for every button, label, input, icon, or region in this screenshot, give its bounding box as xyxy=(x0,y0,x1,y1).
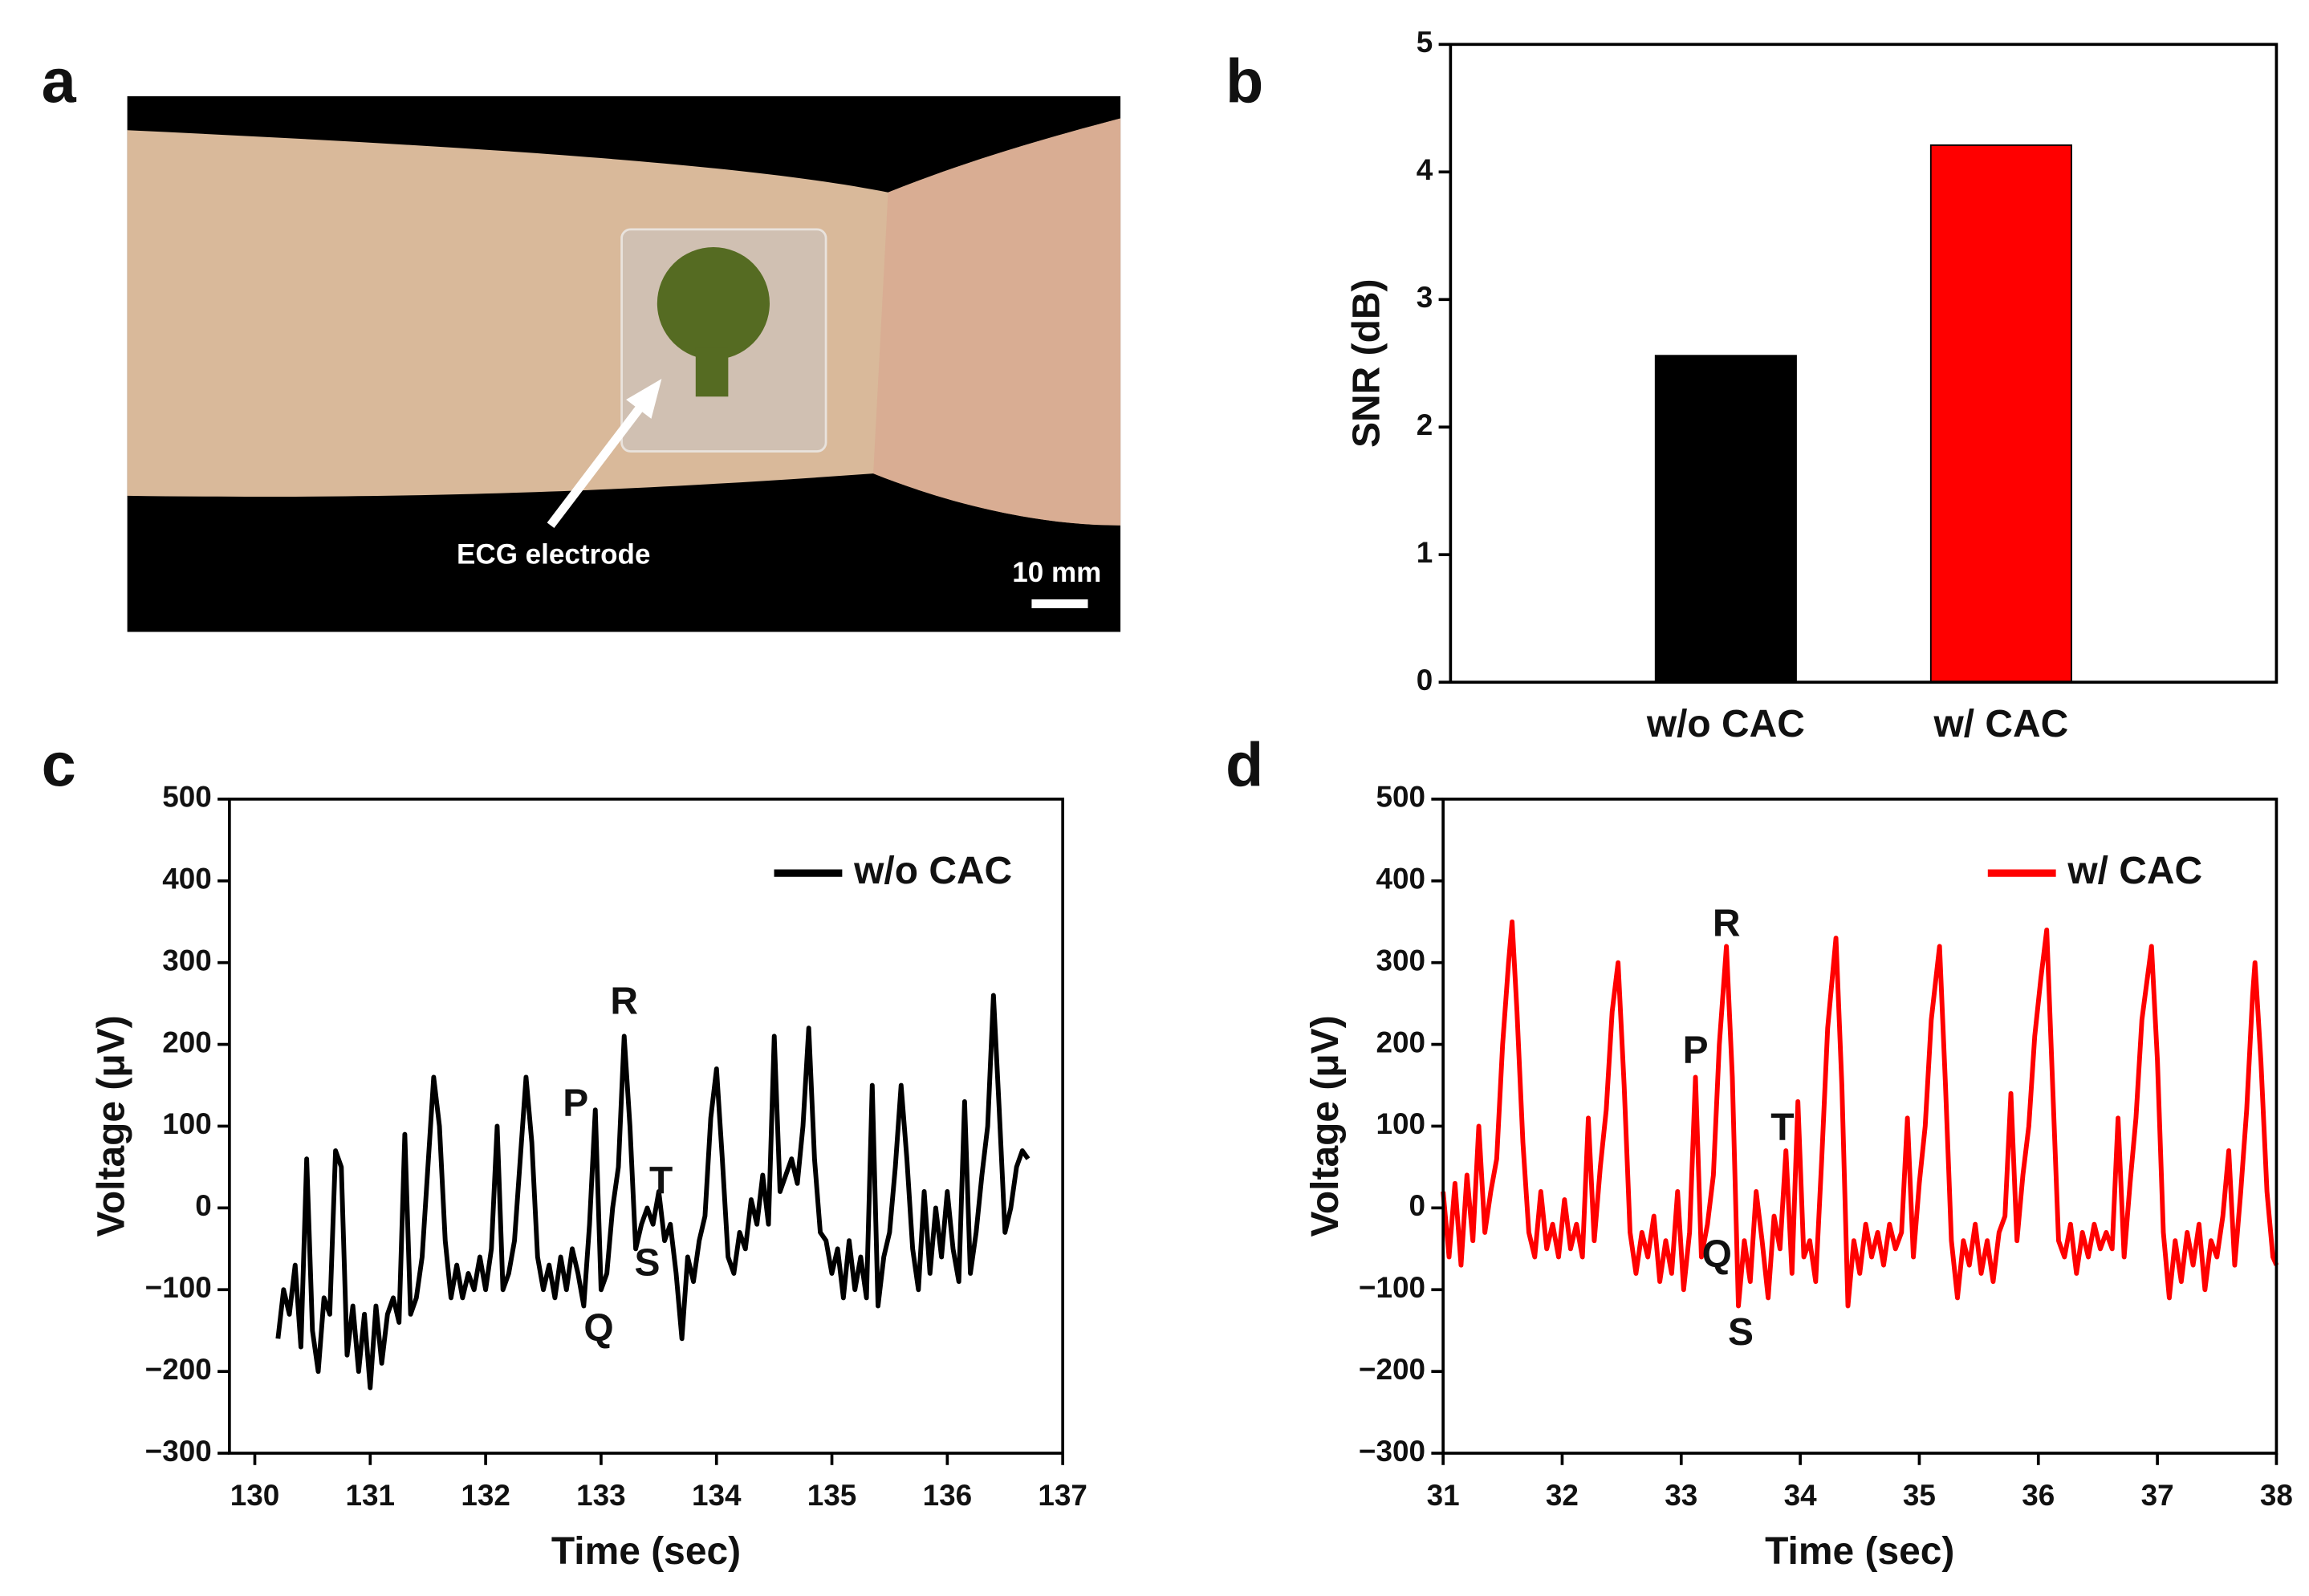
x-tick-label: 131 xyxy=(346,1479,396,1512)
y-tick-label: 400 xyxy=(162,863,212,895)
y-tick-label: 200 xyxy=(162,1025,212,1058)
scale-bar-label: 10 mm xyxy=(1012,557,1101,588)
y-tick-label: 100 xyxy=(162,1107,212,1140)
plot-frame xyxy=(1441,798,2279,1455)
y-tick-label: 300 xyxy=(162,944,212,977)
annotation: Q xyxy=(583,1307,613,1350)
annotation: T xyxy=(649,1159,673,1202)
y-tick-label: −100 xyxy=(145,1271,212,1304)
y-tick-label: 400 xyxy=(1376,863,1425,895)
annotation: ECG electrode xyxy=(457,539,650,571)
line-series xyxy=(1441,919,2279,1309)
x-tick-label: 134 xyxy=(692,1479,742,1512)
scale-bar xyxy=(1031,599,1088,608)
x-axis-label: Time (sec) xyxy=(1765,1530,1954,1573)
panel-label: b xyxy=(1226,47,1263,116)
chart: c −300 −200 −100 0 100 200 300 400 500 Voltage (μV… xyxy=(42,730,1087,1573)
y-tick-label: −300 xyxy=(145,1435,212,1468)
annotation: P xyxy=(563,1082,588,1125)
annotation: R xyxy=(1713,902,1741,944)
x-tick-label: 35 xyxy=(1903,1479,1936,1512)
x-tick-label: 136 xyxy=(923,1479,973,1512)
annotation: R xyxy=(610,980,638,1022)
bar xyxy=(1929,144,2072,684)
y-tick-label: −200 xyxy=(145,1353,212,1386)
plot-frame xyxy=(228,798,1065,1455)
arrow-shaft xyxy=(547,400,648,529)
x-tick-label: 36 xyxy=(2022,1479,2055,1512)
panel-label: a xyxy=(42,47,77,116)
electrode xyxy=(657,246,770,360)
legend-label: w/ CAC xyxy=(2067,850,2202,892)
y-tick-label: 500 xyxy=(162,781,212,814)
panel-label: c xyxy=(42,730,76,799)
y-tick-label: 2 xyxy=(1417,408,1433,441)
annotation: S xyxy=(634,1241,660,1284)
bar xyxy=(1654,355,1797,684)
x-tick-label: 34 xyxy=(1784,1479,1818,1512)
plot-frame xyxy=(1449,43,2279,684)
y-tick-label: 0 xyxy=(195,1189,212,1222)
x-tick-label: 31 xyxy=(1427,1479,1460,1512)
x-tick-label: w/ CAC xyxy=(1933,703,2069,745)
annotation: T xyxy=(1770,1107,1794,1149)
y-tick-label: −100 xyxy=(1359,1271,1425,1304)
y-tick-label: 500 xyxy=(1376,781,1425,814)
x-tick-label: w/o CAC xyxy=(1646,703,1805,745)
y-tick-label: 200 xyxy=(1376,1025,1425,1058)
line-series xyxy=(275,993,1031,1391)
x-tick-label: 33 xyxy=(1665,1479,1697,1512)
annotation: Q xyxy=(1702,1233,1732,1276)
legend-label: w/o CAC xyxy=(853,850,1012,892)
y-tick-label: 0 xyxy=(1409,1189,1425,1222)
x-tick-label: 37 xyxy=(2141,1479,2174,1512)
chart: d −300 −200 −100 0 100 200 300 400 500 Voltage (μV… xyxy=(1226,730,2293,1573)
panel-label: d xyxy=(1226,730,1263,799)
y-tick-label: −200 xyxy=(1359,1353,1425,1386)
chart: b 0 1 2 3 4 5 SNR (dB) w/o CAC w/ CAC xyxy=(1226,26,2279,745)
electrode-tail xyxy=(695,347,729,397)
x-tick-label: 133 xyxy=(576,1479,626,1512)
y-tick-label: 5 xyxy=(1417,26,1433,59)
y-axis-label: SNR (dB) xyxy=(1346,279,1388,448)
y-tick-label: 100 xyxy=(1376,1107,1425,1140)
y-tick-label: 1 xyxy=(1417,536,1433,569)
x-tick-label: 38 xyxy=(2260,1479,2293,1512)
x-tick-label: 135 xyxy=(807,1479,857,1512)
x-tick-label: 32 xyxy=(1546,1479,1579,1512)
photo-panel: a ECG electrode 10 mm xyxy=(42,47,1121,632)
annotation: S xyxy=(1728,1311,1754,1354)
y-tick-label: 300 xyxy=(1376,944,1425,977)
y-axis-label: Voltage (μV) xyxy=(1304,1015,1347,1237)
annotation: P xyxy=(1683,1029,1709,1071)
y-tick-label: −300 xyxy=(1359,1435,1425,1468)
y-tick-label: 4 xyxy=(1417,153,1433,186)
y-axis-label: Voltage (μV) xyxy=(91,1015,133,1237)
x-tick-label: 137 xyxy=(1038,1479,1087,1512)
wrist xyxy=(873,118,1121,526)
x-axis-label: Time (sec) xyxy=(551,1530,741,1573)
x-tick-label: 130 xyxy=(230,1479,280,1512)
y-tick-label: 3 xyxy=(1417,281,1433,314)
arrow-head xyxy=(626,379,662,419)
x-tick-label: 132 xyxy=(461,1479,510,1512)
y-tick-label: 0 xyxy=(1417,664,1433,696)
